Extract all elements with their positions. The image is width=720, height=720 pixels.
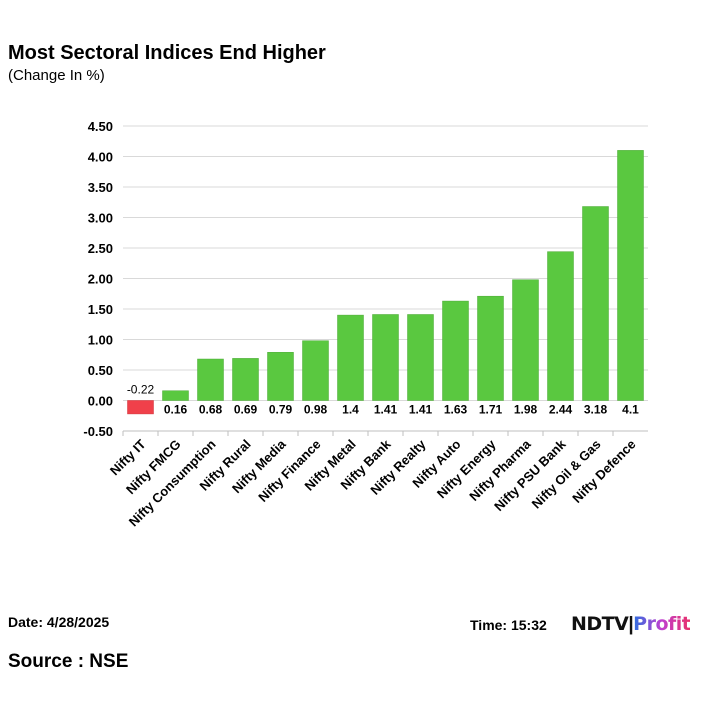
data-label: 1.63: [444, 403, 468, 417]
y-tick-label: 2.00: [88, 272, 113, 287]
bar: [197, 358, 224, 401]
logo-ndtv: NDTV: [571, 613, 629, 635]
y-tick-label: 4.50: [88, 119, 113, 134]
data-label: 1.41: [409, 403, 433, 417]
data-label: 0.79: [269, 403, 293, 417]
bar: [162, 390, 189, 401]
bar: [267, 352, 294, 401]
y-tick-label: 3.00: [88, 211, 113, 226]
y-tick-label: 4.00: [88, 150, 113, 165]
source-label: Source : NSE: [8, 651, 129, 672]
bar: [302, 340, 329, 401]
bar: [477, 295, 504, 401]
data-label: 1.71: [479, 403, 503, 417]
chart-subtitle: (Change In %): [8, 67, 105, 84]
y-tick-label: -0.50: [83, 424, 113, 439]
time-label: Time: 15:32: [470, 617, 547, 633]
data-label: 0.69: [234, 403, 258, 417]
bar: [617, 150, 644, 401]
data-label: 0.16: [164, 403, 188, 417]
data-label: 0.98: [304, 403, 328, 417]
y-tick-label: 3.50: [88, 180, 113, 195]
data-label: 0.68: [199, 403, 223, 417]
bar: [407, 314, 434, 401]
data-label: 2.44: [549, 403, 573, 417]
chart-title: Most Sectoral Indices End Higher: [8, 42, 326, 64]
bar: [372, 314, 399, 401]
bar-chart: 4.50 4.00 3.50 3.00 2.50 2.00 1.50 1.00 0.50 0.00…: [83, 119, 648, 529]
data-label: 1.41: [374, 403, 398, 417]
bar: [337, 314, 364, 401]
logo-profit: Profit: [633, 613, 691, 635]
ndtv-profit-logo: NDTV|Profit: [571, 613, 691, 635]
bar: [582, 206, 609, 401]
data-label: -0.22: [127, 383, 155, 397]
date-label: Date: 4/28/2025: [8, 614, 110, 630]
data-label: 4.1: [622, 403, 639, 417]
y-tick-label: 1.50: [88, 302, 113, 317]
bar: [442, 300, 469, 401]
y-tick-label: 1.00: [88, 333, 113, 348]
data-label: 1.98: [514, 403, 538, 417]
y-tick-label: 0.50: [88, 363, 113, 378]
bar: [127, 400, 154, 415]
bar: [232, 358, 259, 401]
y-tick-label: 0.00: [88, 394, 113, 409]
data-label: 1.4: [342, 403, 359, 417]
bar: [547, 251, 574, 401]
x-tick-label: Nifty Defence: [569, 437, 638, 506]
data-label: 3.18: [584, 403, 608, 417]
bar: [512, 279, 539, 401]
y-tick-label: 2.50: [88, 241, 113, 256]
